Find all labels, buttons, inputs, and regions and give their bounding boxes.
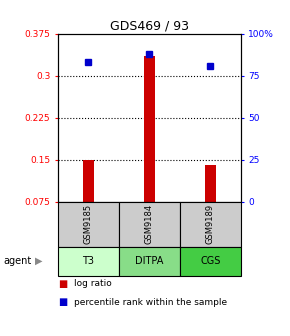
Text: agent: agent: [3, 256, 31, 266]
Text: ■: ■: [58, 279, 67, 289]
Text: percentile rank within the sample: percentile rank within the sample: [74, 298, 227, 307]
Text: log ratio: log ratio: [74, 280, 112, 288]
Bar: [144, 56, 155, 202]
Text: T3: T3: [82, 256, 95, 266]
Text: CGS: CGS: [200, 256, 220, 266]
Text: GSM9185: GSM9185: [84, 204, 93, 244]
Text: ■: ■: [58, 297, 67, 307]
Text: GSM9184: GSM9184: [145, 204, 154, 244]
Text: GSM9189: GSM9189: [206, 204, 215, 244]
Bar: [83, 160, 94, 202]
Text: ▶: ▶: [35, 256, 43, 266]
Text: DITPA: DITPA: [135, 256, 164, 266]
Bar: [205, 165, 216, 202]
Title: GDS469 / 93: GDS469 / 93: [110, 19, 189, 33]
